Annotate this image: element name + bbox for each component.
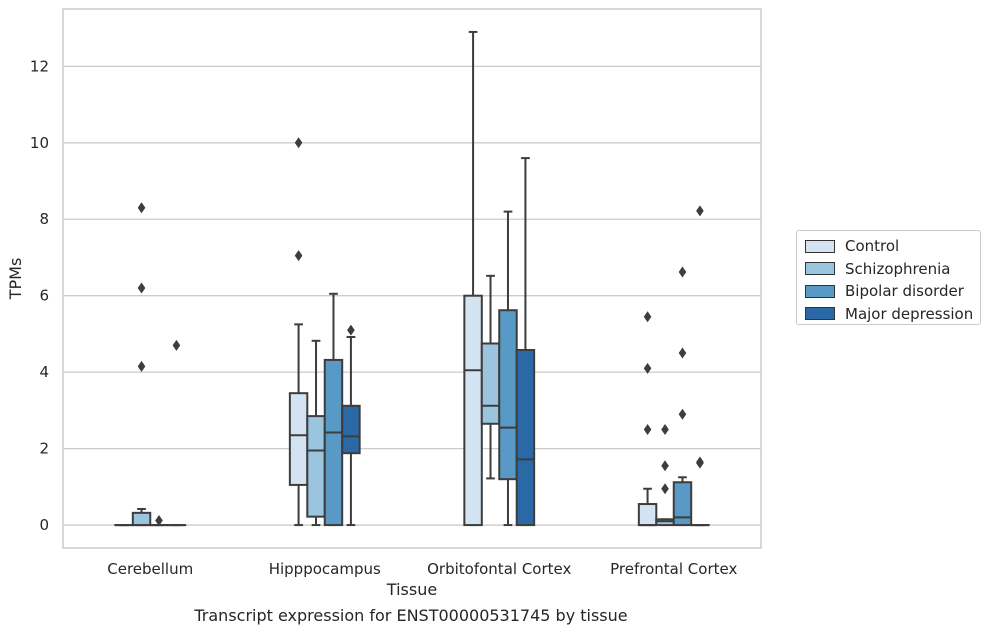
outlier-point [643, 362, 652, 374]
outlier-point [678, 347, 687, 359]
x-tick-label: Prefrontal Cortex [610, 560, 737, 578]
plot-frame [62, 8, 762, 549]
legend-swatch [805, 239, 835, 253]
iqr-box [323, 358, 344, 527]
outlier-point [643, 311, 652, 323]
legend-label: Bipolar disorder [845, 282, 964, 301]
box-bipolar-disorder [672, 266, 693, 527]
y-tick-label: 10 [30, 134, 49, 152]
box-control [463, 30, 483, 527]
iqr-box [288, 392, 309, 486]
outlier-point [137, 282, 146, 294]
outlier-point [172, 339, 181, 351]
x-tick-label: Hipppocampus [269, 560, 381, 578]
legend-swatch [805, 284, 835, 298]
box-major-depression [341, 324, 361, 527]
iqr-box [306, 415, 326, 518]
legend-item: Bipolar disorder [805, 280, 980, 303]
legend-swatch [805, 262, 835, 276]
box-control [288, 137, 309, 527]
y-tick-label: 8 [39, 210, 49, 228]
iqr-box [341, 404, 361, 455]
legend-label: Major depression [845, 304, 974, 323]
y-tick-label: 12 [30, 57, 49, 75]
box-major-depression [515, 157, 536, 527]
legend-item: Schizophrenia [805, 258, 980, 281]
iqr-box [498, 309, 518, 481]
y-tick-label: 0 [39, 516, 49, 534]
outlier-point [678, 266, 687, 278]
outlier-point [347, 324, 355, 336]
outlier-point [661, 423, 669, 435]
x-tick-label: Orbitofontal Cortex [427, 560, 571, 578]
legend-label: Schizophrenia [845, 259, 951, 278]
iqr-box [463, 294, 483, 527]
box-bipolar-disorder [498, 210, 518, 527]
outlier-point [137, 360, 146, 372]
y-tick-label: 4 [39, 363, 49, 381]
legend: Control Schizophrenia Bipolar disorder Majo… [796, 230, 981, 325]
outlier-point [155, 514, 163, 526]
outlier-point [294, 137, 303, 149]
gridlines [63, 65, 761, 526]
box-major-depression [166, 339, 187, 527]
box-bipolar-disorder [323, 292, 344, 527]
boxes [114, 30, 710, 527]
iqr-box [480, 342, 501, 425]
iqr-box [131, 511, 152, 527]
outlier-point [661, 483, 669, 495]
outlier-point [137, 202, 146, 214]
y-tick-label: 6 [39, 287, 49, 305]
box-major-depression [690, 205, 710, 527]
outlier-point [696, 205, 704, 217]
y-tick-labels: 0 2 4 6 8 10 12 [30, 57, 49, 534]
box-schizophrenia [306, 339, 326, 527]
outlier-point [661, 460, 669, 472]
legend-swatch [805, 307, 835, 321]
box-schizophrenia [131, 202, 152, 527]
figure-caption: Transcript expression for ENST0000053174… [194, 606, 628, 625]
box-control [637, 311, 658, 527]
x-axis-label: Tissue [386, 580, 437, 599]
legend-label: Control [845, 237, 900, 256]
box-schizophrenia [655, 423, 675, 527]
iqr-box [637, 503, 658, 527]
legend-item: Major depression [805, 303, 980, 326]
legend-item: Control [805, 235, 980, 258]
y-axis-label: TPMs [6, 258, 25, 301]
box-bipolar-disorder [149, 514, 169, 527]
outlier-point [696, 456, 704, 468]
x-tick-label: Cerebellum [107, 560, 193, 578]
outlier-point [678, 408, 687, 420]
iqr-box [672, 481, 693, 527]
outlier-point [294, 250, 303, 262]
outlier-point [643, 423, 652, 435]
y-tick-label: 2 [39, 440, 49, 458]
iqr-box [515, 348, 536, 527]
x-tick-labels: Cerebellum Hipppocampus Orbitofontal Corte… [107, 560, 737, 578]
